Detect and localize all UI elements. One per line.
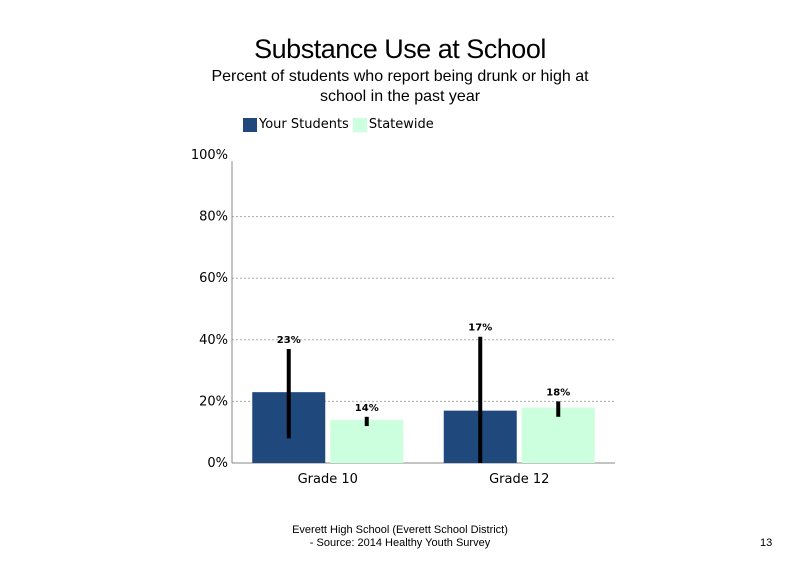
footer-source: - Source: 2014 Healthy Youth Survey — [309, 537, 491, 549]
chart-subtitle: Percent of students who report being dru… — [211, 68, 589, 105]
x-tick-label: Grade 12 — [489, 472, 549, 487]
x-tick-label: Grade 10 — [298, 472, 358, 487]
data-label: 18% — [546, 387, 570, 398]
legend-item-statewide: Statewide — [352, 117, 434, 132]
y-tick-label: 100% — [191, 148, 228, 163]
y-tick-label: 60% — [199, 271, 228, 286]
y-tick-label: 40% — [199, 333, 228, 348]
data-label: 23% — [277, 335, 301, 346]
legend-label-statewide: Statewide — [368, 117, 434, 132]
y-tick-label: 80% — [199, 210, 228, 225]
legend: Your Students Statewide — [243, 117, 438, 132]
footer-school: Everett High School (Everett School Dist… — [292, 524, 508, 536]
y-tick-label: 0% — [207, 456, 228, 471]
footer: Everett High School (Everett School Dist… — [0, 524, 800, 550]
y-tick-label: 20% — [199, 394, 228, 409]
page-number: 13 — [760, 537, 773, 549]
legend-label-your-students: Your Students — [259, 117, 349, 132]
data-label: 17% — [468, 323, 492, 334]
legend-item-your-students: Your Students — [243, 117, 349, 132]
bar — [330, 419, 404, 463]
legend-swatch-statewide — [352, 117, 367, 132]
chart-title: Substance Use at School — [254, 34, 546, 64]
legend-swatch-your-students — [243, 117, 257, 132]
data-label: 14% — [355, 403, 379, 414]
